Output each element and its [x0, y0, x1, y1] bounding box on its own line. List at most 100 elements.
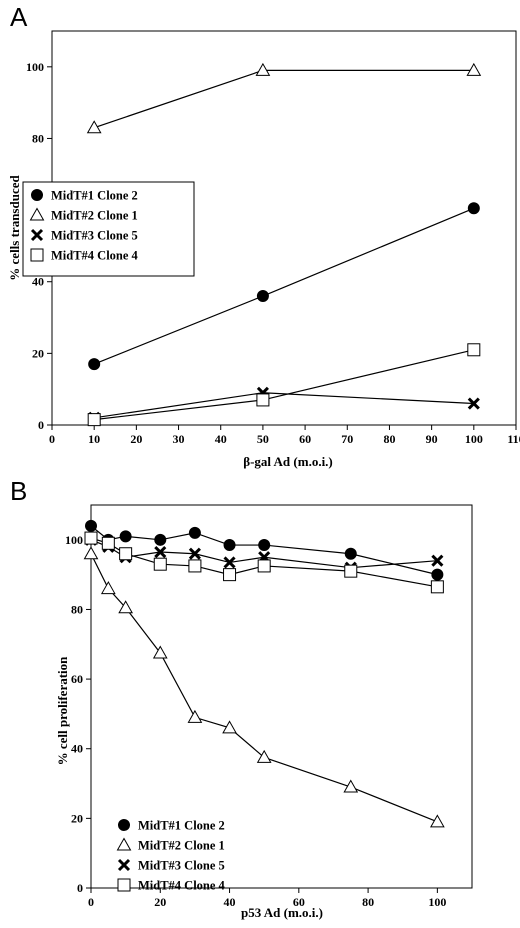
chart-panel-a: A0102030405060708090100110020406080100β-…: [7, 2, 520, 469]
x-tick-label: 80: [362, 895, 374, 909]
legend-item: MidT#2 Clone 1: [29, 207, 138, 223]
x-tick-label: 70: [341, 432, 353, 446]
data-point-stroke-b: [188, 547, 201, 560]
y-tick-label: 20: [71, 811, 83, 825]
data-point-stroke-b: [467, 397, 480, 410]
data-point: [431, 568, 444, 581]
x-tick-label: 10: [88, 432, 100, 446]
data-point: [152, 645, 168, 659]
y-tick-label: 100: [65, 533, 83, 547]
y-tick-label: 40: [32, 275, 44, 289]
series-markers-2: [83, 546, 445, 828]
data-point: [467, 397, 480, 410]
data-point: [223, 568, 237, 582]
data-point: [344, 547, 357, 560]
data-point: [430, 580, 444, 594]
series-markers-3: [88, 386, 480, 424]
panel-label: A: [10, 2, 28, 32]
legend-item: MidT#3 Clone 5: [117, 858, 225, 873]
data-point: [188, 547, 201, 560]
x-tick-label: 40: [224, 895, 236, 909]
data-point: [188, 526, 201, 539]
x-tick-label: 110: [507, 432, 520, 446]
data-point: [430, 814, 445, 828]
data-point: [154, 545, 167, 559]
series-markers-1: [88, 202, 480, 371]
data-point: [187, 709, 203, 723]
legend-marker: [117, 858, 131, 872]
legend-marker: [30, 228, 44, 242]
panel-label: B: [10, 476, 27, 506]
x-tick-label: 60: [293, 895, 305, 909]
legend-item: MidT#4 Clone 4: [30, 248, 139, 263]
data-point: [222, 720, 237, 734]
legend-marker-stroke-b: [117, 858, 131, 872]
data-point: [85, 519, 97, 532]
data-point: [431, 554, 444, 567]
legend: MidT#1 Clone 2 MidT#2 Clone 1 MidT#3 Clone…: [22, 181, 195, 277]
data-point: [153, 557, 167, 571]
data-point: [256, 393, 270, 407]
legend-label: MidT#2 Clone 1: [138, 839, 225, 853]
y-tick-label: 100: [26, 60, 44, 74]
x-tick-label: 0: [88, 895, 94, 909]
legend-frame: [22, 181, 195, 277]
legend-label: MidT#3 Clone 5: [138, 859, 225, 873]
y-axis-label: % cells transduced: [7, 175, 22, 281]
data-point: [223, 539, 236, 552]
series-markers-1: [85, 519, 444, 581]
series-line-2: [93, 69, 474, 129]
data-point: [88, 358, 101, 371]
x-tick-label: 60: [299, 432, 311, 446]
x-tick-label: 80: [383, 432, 395, 446]
data-point: [258, 539, 271, 552]
legend-label: MidT#1 Clone 2: [138, 819, 225, 833]
legend-marker: [116, 837, 132, 851]
legend-label: MidT#4 Clone 4: [138, 879, 226, 893]
data-point: [256, 749, 272, 763]
data-point: [119, 530, 132, 543]
data-point: [154, 533, 167, 546]
x-axis-label: p53 Ad (m.o.i.): [241, 905, 323, 920]
data-point: [256, 290, 269, 303]
y-tick-label: 80: [32, 131, 44, 145]
y-tick-label: 0: [38, 418, 44, 432]
x-tick-label: 20: [154, 895, 166, 909]
legend-label: MidT#4 Clone 4: [51, 249, 139, 263]
x-tick-label: 100: [428, 895, 446, 909]
data-point: [86, 120, 102, 134]
y-tick-label: 20: [32, 346, 44, 360]
data-point: [223, 556, 236, 569]
legend-item: MidT#2 Clone 1: [116, 837, 225, 853]
series-line-3: [94, 392, 474, 419]
legend-label: MidT#1 Clone 2: [51, 189, 138, 203]
x-tick-label: 20: [130, 432, 142, 446]
y-tick-label: 0: [77, 881, 83, 895]
chart-panel-b: B 0 20 40 60 80 100 0 20 40 60 80 100 p53 Ad (m.o.i.)…: [10, 476, 473, 920]
x-tick-label: 90: [426, 432, 438, 446]
data-point: [344, 564, 358, 578]
data-point-stroke-b: [223, 556, 236, 569]
data-point: [118, 600, 133, 614]
data-point: [84, 531, 98, 545]
y-tick-label: 60: [71, 672, 83, 686]
x-axis-label: β-gal Ad (m.o.i.): [243, 454, 333, 469]
legend-marker: [118, 819, 130, 831]
y-axis-label: % cell proliferation: [55, 656, 70, 766]
legend-label: MidT#2 Clone 1: [51, 209, 138, 223]
data-point: [467, 343, 481, 357]
x-tick-label: 40: [215, 432, 227, 446]
y-tick-label: 80: [71, 602, 83, 616]
legend-item: MidT#3 Clone 5: [30, 228, 138, 243]
y-tick-label: 40: [71, 742, 83, 756]
plot-frame: [90, 504, 473, 889]
data-point: [87, 413, 101, 427]
data-point: [257, 559, 271, 573]
series-markers-4: [87, 343, 481, 427]
data-point: [343, 779, 359, 793]
legend-marker: [117, 878, 131, 892]
legend-marker-stroke-b: [30, 228, 44, 242]
x-tick-label: 0: [49, 432, 55, 446]
data-point: [101, 536, 115, 550]
